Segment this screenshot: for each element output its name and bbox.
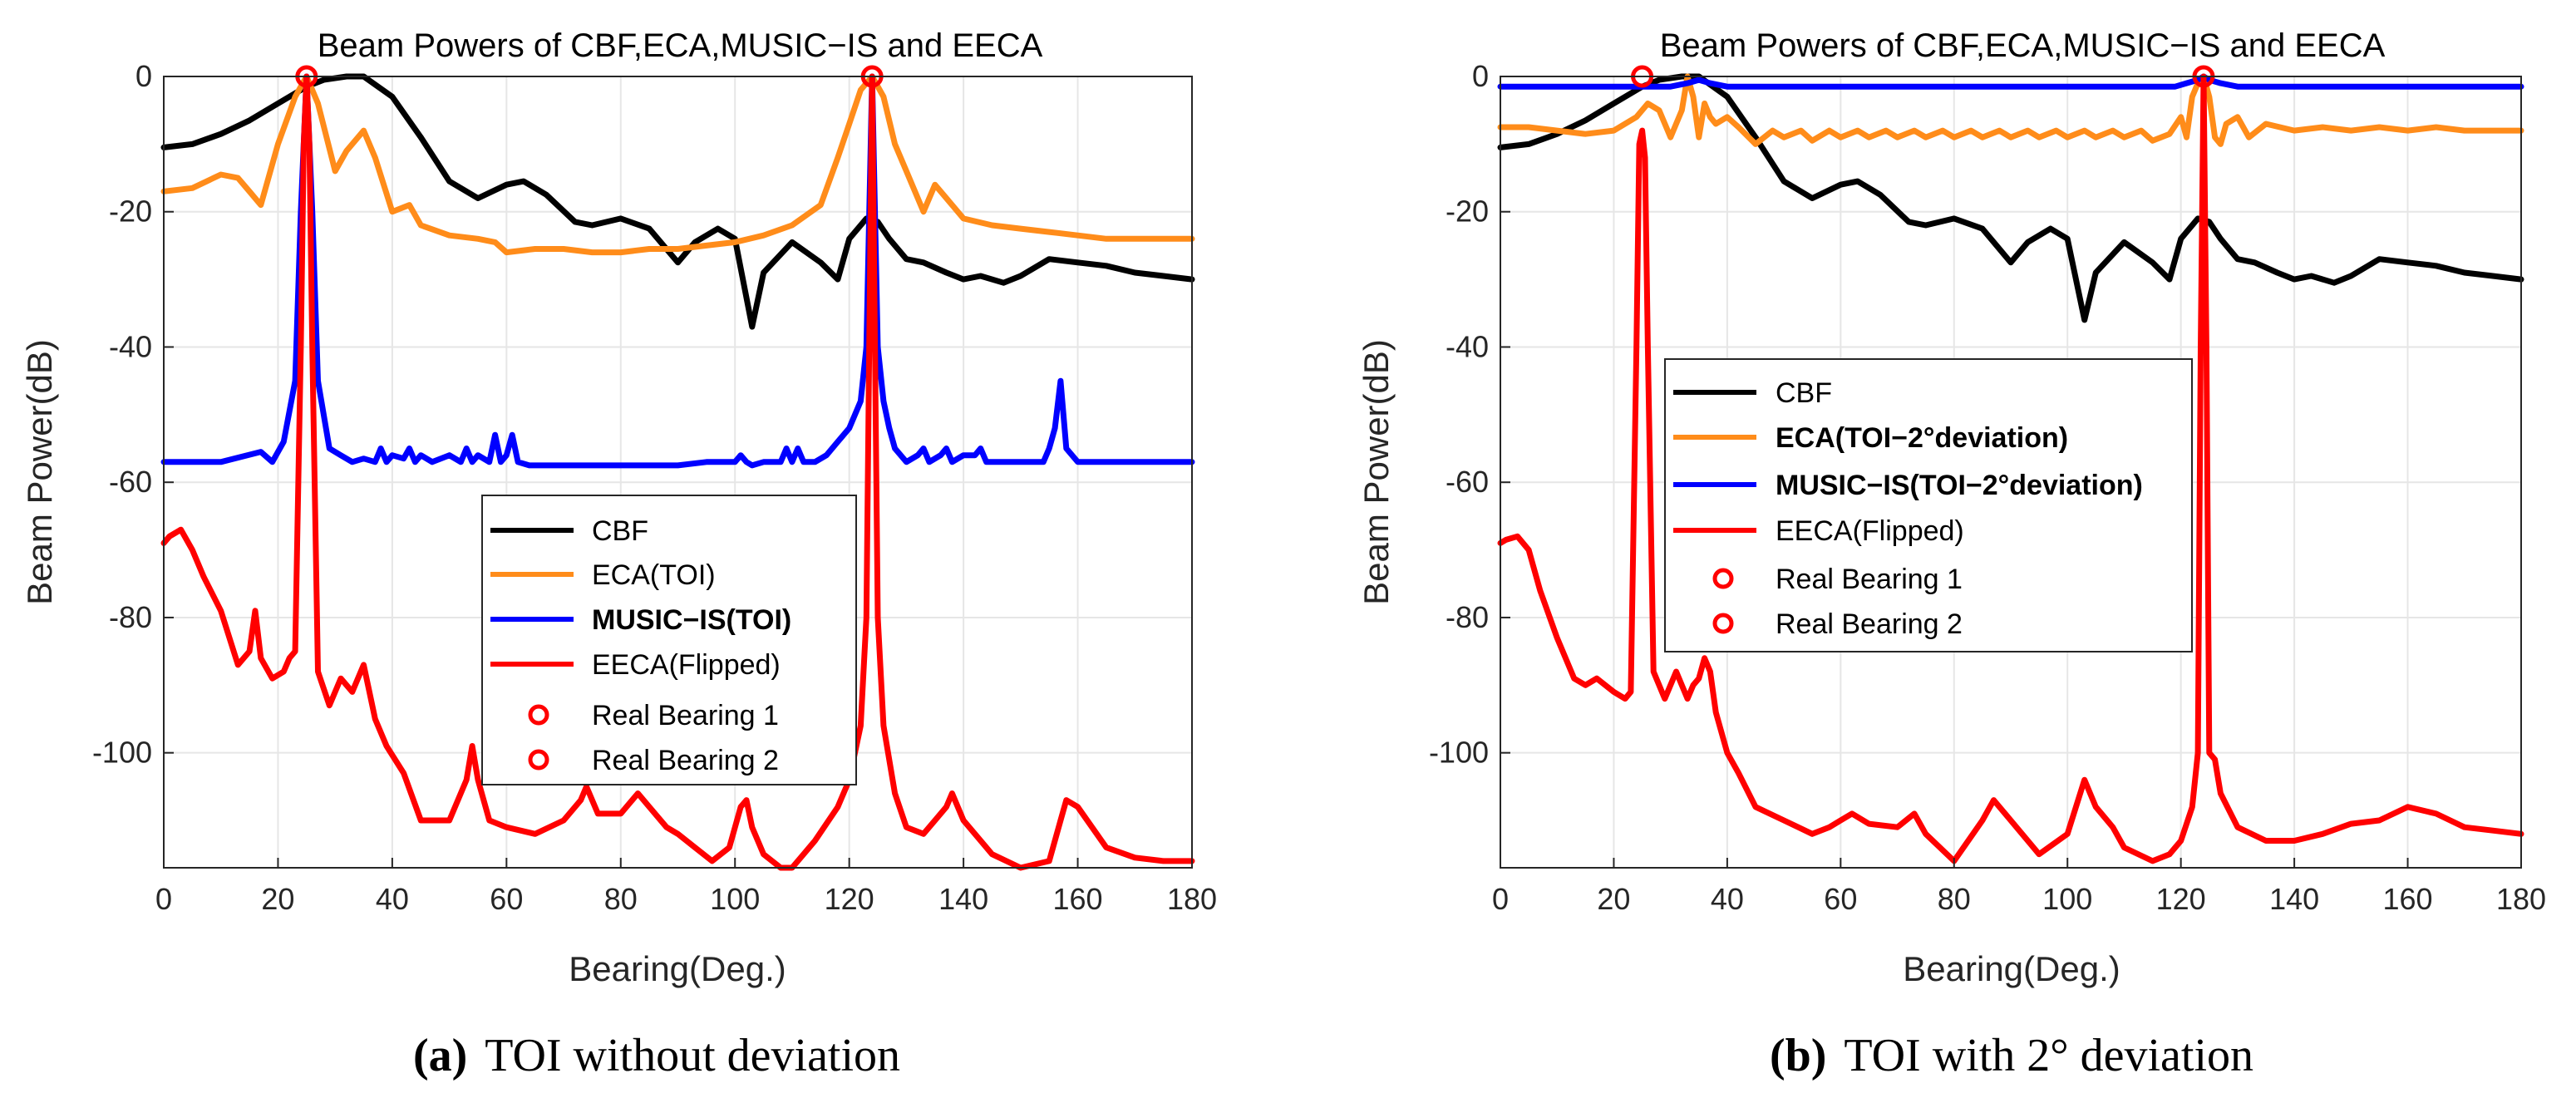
x-tick-label: 80 <box>1938 882 1971 916</box>
x-tick-label: 100 <box>710 882 760 916</box>
y-tick-label: -20 <box>1446 195 1489 229</box>
legend: CBF ECA(TOI−2°deviation) MUSIC−IS(TOI−2°… <box>1664 358 2193 652</box>
x-tick-label: 180 <box>1167 882 1217 916</box>
x-tick-label: 40 <box>1711 882 1744 916</box>
caption-a: (a) TOI without deviation <box>413 1030 900 1081</box>
legend-marker-bearing-1 <box>528 704 549 726</box>
y-tick-label: 0 <box>135 59 152 93</box>
tick-labels: 0 20 40 60 80 100 120 140 160 180 0 -20 -40 -60 -80 -10… <box>92 59 1217 916</box>
series-line-music <box>160 73 1195 469</box>
x-tick-label: 180 <box>2496 882 2546 916</box>
x-tick-label: 60 <box>490 882 523 916</box>
x-tick-label: 80 <box>604 882 638 916</box>
legend-label-bearing-2: Real Bearing 2 <box>1776 608 1963 640</box>
legend-marker-bearing-2 <box>528 749 549 771</box>
legend-label-cbf: CBF <box>592 515 648 547</box>
x-tick-label: 140 <box>938 882 988 916</box>
caption-b: (b) TOI with 2° deviation <box>1770 1030 2253 1081</box>
x-tick-label: 100 <box>2042 882 2092 916</box>
y-tick-label: -80 <box>109 600 152 634</box>
caption-b-label: (b) <box>1770 1030 1826 1081</box>
series-line-eeca <box>160 73 1195 871</box>
legend-box <box>481 495 857 785</box>
legend-label-bearing-2: Real Bearing 2 <box>592 745 779 776</box>
legend-marker-bearing-2 <box>1712 613 1734 634</box>
y-axis-label: Beam Power(dB) <box>1357 339 1396 605</box>
y-tick-label: -100 <box>92 736 152 770</box>
legend-label-eca: ECA(TOI) <box>592 559 716 591</box>
x-tick-label: 0 <box>1492 882 1509 916</box>
legend-label-cbf: CBF <box>1776 377 1832 409</box>
legend-label-eeca: EECA(Flipped) <box>592 649 781 681</box>
x-tick-label: 20 <box>1597 882 1630 916</box>
x-tick-label: 40 <box>376 882 409 916</box>
y-tick-label: 0 <box>1472 59 1489 93</box>
legend-label-eeca: EECA(Flipped) <box>1776 515 1964 547</box>
legend-label-music: MUSIC−IS(TOI) <box>592 604 791 636</box>
series-line-music <box>1497 73 2524 90</box>
legend-label-bearing-1: Real Bearing 1 <box>1776 564 1963 595</box>
chart-title: Beam Powers of CBF,ECA,MUSIC−IS and EECA <box>318 27 1043 64</box>
legend-label-music: MUSIC−IS(TOI−2°deviation) <box>1776 470 2143 501</box>
x-axis-label: Bearing(Deg.) <box>1903 949 2120 988</box>
y-tick-label: -20 <box>109 195 152 229</box>
series-line-cbf <box>1497 73 2524 323</box>
legend-box <box>1664 358 2193 652</box>
axes-box <box>163 76 1193 869</box>
y-tick-label: -60 <box>1446 465 1489 499</box>
x-tick-label: 60 <box>1824 882 1857 916</box>
caption-b-spacer <box>1833 1030 1844 1081</box>
chart-title: Beam Powers of CBF,ECA,MUSIC−IS and EECA <box>1660 27 2386 64</box>
chart-panel-a: Beam Powers of CBF,ECA,MUSIC−IS and EECA… <box>20 27 1217 988</box>
series-line-eca <box>160 73 1195 256</box>
caption-a-text: TOI without deviation <box>485 1030 900 1081</box>
caption-a-spacer <box>474 1030 485 1081</box>
legend: CBF ECA(TOI) MUSIC−IS(TOI) EECA(Flipped)… <box>481 495 857 785</box>
x-tick-label: 140 <box>2269 882 2319 916</box>
x-tick-label: 120 <box>825 882 874 916</box>
y-tick-label: -40 <box>109 329 152 363</box>
x-tick-label: 0 <box>155 882 172 916</box>
legend-marker-bearing-1 <box>1712 568 1734 589</box>
y-tick-label: -40 <box>1446 329 1489 363</box>
x-tick-label: 160 <box>2383 882 2433 916</box>
y-tick-label: -100 <box>1429 736 1489 770</box>
series-line-eca <box>1497 73 2524 147</box>
x-tick-label: 20 <box>261 882 294 916</box>
legend-label-bearing-1: Real Bearing 1 <box>592 700 779 731</box>
y-axis-label: Beam Power(dB) <box>20 339 59 605</box>
series-line-eeca <box>1497 73 2524 864</box>
x-tick-label: 120 <box>2156 882 2206 916</box>
plot-area <box>1497 65 2524 864</box>
x-axis-label: Bearing(Deg.) <box>569 949 786 988</box>
y-tick-label: -60 <box>109 465 152 499</box>
axes-box <box>1500 76 2522 869</box>
tick-labels: 0 20 40 60 80 100 120 140 160 180 0 -20 -40 -60 -80 -10… <box>1429 59 2546 916</box>
chart-panel-b: Beam Powers of CBF,ECA,MUSIC−IS and EECA… <box>1357 27 2546 988</box>
caption-a-label: (a) <box>413 1030 467 1081</box>
legend-label-eca: ECA(TOI−2°deviation) <box>1776 422 2068 454</box>
x-tick-label: 160 <box>1053 882 1103 916</box>
y-tick-label: -80 <box>1446 600 1489 634</box>
caption-b-text: TOI with 2° deviation <box>1844 1030 2253 1081</box>
